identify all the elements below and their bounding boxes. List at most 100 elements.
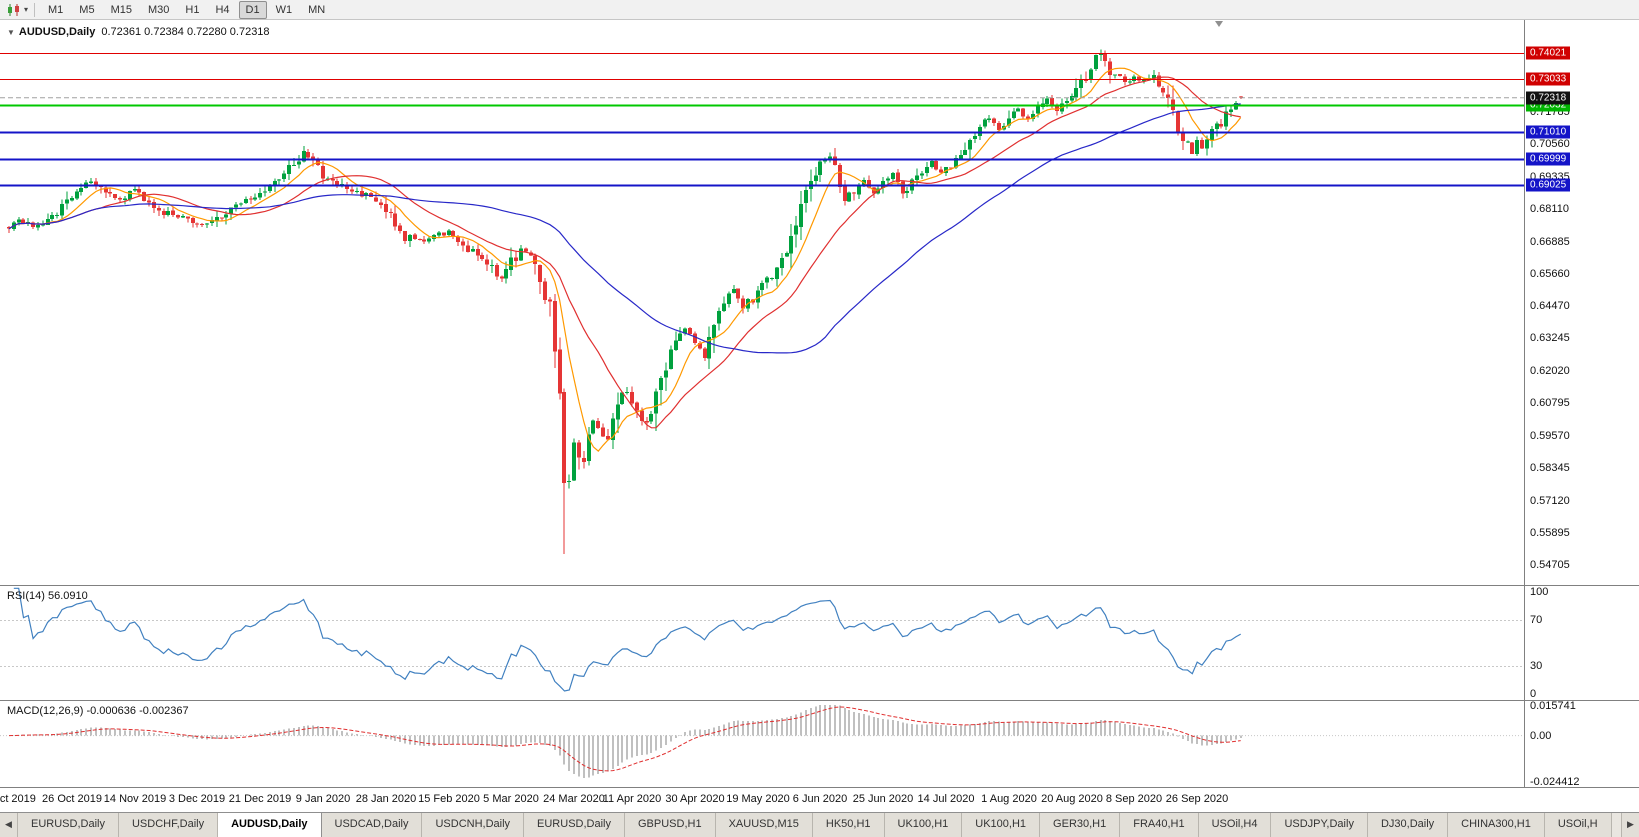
timeframe-button-d1[interactable]: D1 [238, 0, 267, 19]
price-axis-label: 0.59570 [1530, 429, 1570, 442]
date-axis-label: 3 Dec 2019 [168, 793, 226, 805]
timeframe-button-m30[interactable]: M30 [147, 3, 170, 16]
candlestick-chart-icon[interactable] [4, 2, 24, 18]
date-axis-label: 20 Aug 2020 [1041, 793, 1103, 805]
chart-tab-fra40-h1[interactable]: FRA40,H1 [1120, 813, 1199, 837]
chart-tab-china300-h1[interactable]: CHINA300,H1 [1448, 813, 1545, 837]
date-axis-label: 25 Jun 2020 [852, 793, 914, 805]
chart-tab-usoil-h[interactable]: USOil,H [1544, 813, 1612, 837]
chart-ohlc-values: 0.72361 0.72384 0.72280 0.72318 [101, 26, 270, 38]
chart-tab-usoil-h4[interactable]: USOil,H4 [1198, 813, 1272, 837]
ma-line-8 [8, 67, 1242, 452]
date-axis-label: 6 Jun 2020 [792, 793, 848, 805]
price-axis[interactable]: 0.71785 0.70560 0.69335 0.68110 0.66885 0.656… [1524, 20, 1639, 812]
price-level-badge: 0.69025 [1526, 178, 1571, 192]
macd-label: MACD(12,26,9) -0.000636 -0.002367 [7, 705, 189, 717]
macd-signal-line [8, 706, 1241, 772]
chart-shift-marker[interactable] [1215, 21, 1223, 27]
chart-menu-dropdown-icon[interactable]: ▾ [24, 5, 29, 14]
candles-layer [7, 49, 1243, 554]
timeframe-button-h1[interactable]: H1 [185, 3, 200, 16]
rsi-axis-label: 30 [1530, 659, 1543, 672]
timeframe-button-h4[interactable]: H4 [215, 3, 230, 16]
macd-axis-label: -0.024412 [1530, 776, 1580, 788]
rsi-label: RSI(14) 56.0910 [7, 590, 88, 602]
tabs-scroll-left-icon[interactable]: ◀ [0, 813, 18, 837]
chart-title: ▼ AUDUSD,Daily 0.72361 0.72384 0.72280 0.7… [7, 26, 270, 38]
date-axis-label: 1 Aug 2020 [981, 793, 1037, 805]
chart-tab-ger30-h1[interactable]: GER30,H1 [1040, 813, 1121, 837]
rsi-axis-label: 0 [1530, 688, 1537, 700]
chart-tab-bar: ◀ EURUSD,Daily USDCHF,Daily AUDUSD,Daily US… [0, 812, 1639, 837]
price-level-badge: 0.69999 [1526, 152, 1571, 166]
chart-tab-dj30-daily[interactable]: DJ30,Daily [1367, 813, 1449, 837]
macd-axis-label: 0.015741 [1530, 700, 1576, 712]
date-axis-label: 8 Oct 2019 [0, 793, 36, 805]
toolbar-separator [34, 2, 36, 17]
ma-line-55 [8, 103, 1241, 354]
chart-tab-hk50-h1[interactable]: HK50,H1 [812, 813, 885, 837]
price-level-badge: 0.74021 [1526, 46, 1571, 60]
macd-histogram [13, 705, 1242, 778]
price-axis-label: 0.55895 [1530, 527, 1570, 540]
date-axis-separator [0, 787, 1639, 788]
candlestick-chart-glyph [8, 3, 19, 16]
chart-tab-eurusd-daily[interactable]: EURUSD,Daily [18, 813, 119, 837]
price-axis-label: 0.70560 [1530, 138, 1570, 151]
rsi-axis-label: 100 [1530, 586, 1549, 598]
timeframe-button-mn[interactable]: MN [308, 3, 326, 16]
date-axis-label: 8 Sep 2020 [1105, 793, 1163, 805]
panel-separator-macd[interactable] [0, 700, 1639, 701]
price-axis-label: 0.58345 [1530, 462, 1570, 475]
date-axis-label: 14 Nov 2019 [103, 793, 167, 805]
tabs-scroll-right-icon[interactable]: ▶ [1621, 813, 1639, 837]
level-lines-layer [0, 53, 1524, 187]
price-axis-label: 0.54705 [1530, 558, 1570, 571]
timeframe-button-m1[interactable]: M1 [48, 3, 64, 16]
date-axis-label: 19 May 2020 [726, 793, 790, 805]
chart-tab-usdcad-daily[interactable]: USDCAD,Daily [321, 813, 423, 837]
price-axis-label: 0.63245 [1530, 332, 1570, 345]
one-click-trading-icon[interactable]: ▼ [7, 28, 15, 37]
chart-tab-xauusd-m15[interactable]: XAUUSD,M15 [715, 813, 813, 837]
macd-axis-label: 0.00 [1530, 729, 1552, 742]
date-axis-label: 30 Apr 2020 [665, 793, 725, 805]
rsi-axis-label: 70 [1530, 614, 1543, 627]
date-axis-label: 14 Jul 2020 [917, 793, 975, 805]
date-axis-label: 9 Jan 2020 [295, 793, 351, 805]
price-axis-label: 0.66885 [1530, 235, 1570, 248]
chart-tab-uk100-h1[interactable]: UK100,H1 [884, 813, 963, 837]
price-chart-canvas[interactable] [0, 20, 1524, 585]
macd-indicator-canvas[interactable] [0, 701, 1524, 787]
rsi-indicator-canvas[interactable] [0, 586, 1524, 700]
date-axis-label: 11 Apr 2020 [602, 793, 662, 805]
price-axis-label: 0.60795 [1530, 397, 1570, 410]
timeframe-button-m5[interactable]: M5 [79, 3, 95, 16]
date-axis-label: 21 Dec 2019 [228, 793, 292, 805]
chart-tab-uk100-h1[interactable]: UK100,H1 [962, 813, 1041, 837]
timeframe-button-w1[interactable]: W1 [275, 3, 293, 16]
date-axis-label: 5 Mar 2020 [483, 793, 539, 805]
chart-tab-gbpusd-h1[interactable]: GBPUSD,H1 [625, 813, 716, 837]
timeframe-toolbar: ▾ M1 M5 M15 M30 H1 H4 D1 W1 MN [0, 0, 1639, 20]
price-axis-label: 0.68110 [1530, 203, 1569, 216]
chart-symbol-label: AUDUSD,Daily [18, 26, 96, 38]
date-axis-label: 26 Sep 2020 [1165, 793, 1229, 805]
chart-tab-usdjpy-daily[interactable]: USDJPY,Daily [1271, 813, 1368, 837]
date-axis-label: 24 Mar 2020 [543, 793, 605, 805]
ma-line-20 [8, 76, 1241, 429]
price-axis-label: 0.64470 [1530, 299, 1570, 312]
chart-tab-usdcnh-daily[interactable]: USDCNH,Daily [422, 813, 525, 837]
chart-tab-eurusd-daily[interactable]: EURUSD,Daily [524, 813, 625, 837]
price-level-badge: 0.73033 [1526, 72, 1571, 86]
current-price-badge: 0.72318 [1526, 91, 1571, 105]
price-axis-label: 0.57120 [1530, 494, 1570, 507]
price-level-badge: 0.71010 [1526, 125, 1571, 139]
panel-separator-rsi[interactable] [0, 585, 1639, 586]
timeframe-button-m15[interactable]: M15 [110, 3, 132, 16]
chart-tab-audusd-daily[interactable]: AUDUSD,Daily [218, 813, 322, 837]
chart-tab-usdchf-daily[interactable]: USDCHF,Daily [118, 813, 219, 837]
timeframe-buttons: M1 M5 M15 M30 H1 H4 D1 W1 MN [40, 0, 333, 19]
